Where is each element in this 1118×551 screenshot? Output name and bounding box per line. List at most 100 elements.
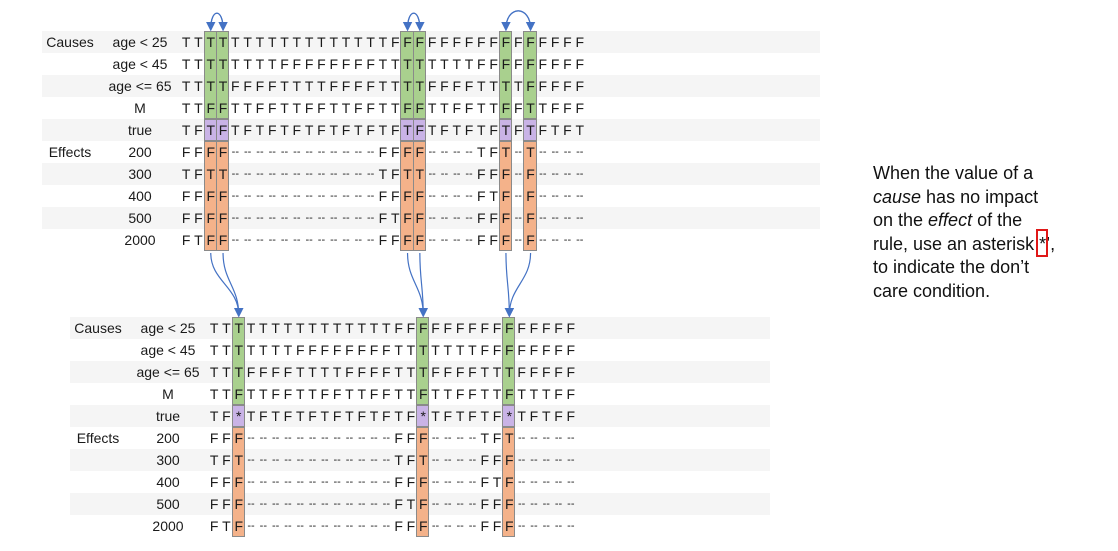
highlight-effect bbox=[416, 427, 430, 537]
table-cell: F bbox=[563, 100, 572, 116]
table-cell: -- bbox=[345, 476, 354, 488]
effect-term: effect bbox=[928, 210, 973, 230]
table-cell: F bbox=[480, 342, 490, 358]
table-cell: T bbox=[526, 100, 535, 116]
table-cell: -- bbox=[296, 454, 304, 466]
table-cell: F bbox=[222, 430, 231, 446]
table-cell: T bbox=[283, 320, 293, 336]
decision-table-original: Causes age < 25 T T T T T T T T T T T T T T T T T F F F F F F F F F… bbox=[42, 31, 820, 251]
table-cell: T bbox=[443, 386, 453, 402]
table-cell: F bbox=[366, 56, 375, 72]
table-cell: -- bbox=[567, 476, 575, 488]
table-cell: F bbox=[501, 56, 511, 72]
table-cell: T bbox=[218, 34, 228, 50]
table-cell: T bbox=[526, 144, 535, 160]
table-cell: F bbox=[505, 320, 514, 336]
row-band bbox=[42, 75, 820, 97]
table-cell: T bbox=[382, 320, 391, 336]
table-cell: F bbox=[550, 34, 560, 50]
table-cell: T bbox=[394, 364, 403, 380]
table-cell: -- bbox=[333, 454, 341, 466]
table-cell: T bbox=[505, 364, 514, 380]
table-cell: T bbox=[271, 408, 280, 424]
table-cell: F bbox=[378, 188, 388, 204]
highlight-effect bbox=[502, 427, 516, 537]
table-cell: F bbox=[283, 386, 293, 402]
table-cell: -- bbox=[456, 520, 464, 532]
table-cell: -- bbox=[517, 432, 526, 444]
row-label: 300 bbox=[128, 166, 152, 182]
merge-arrow bbox=[504, 252, 515, 318]
table-cell: -- bbox=[370, 498, 378, 510]
table-cell: -- bbox=[563, 212, 572, 224]
highlight-true bbox=[215, 119, 230, 141]
table-cell: T bbox=[354, 122, 363, 138]
table-cell: -- bbox=[256, 190, 264, 202]
table-cell: F bbox=[317, 56, 326, 72]
table-cell: -- bbox=[284, 454, 292, 466]
table-cell: T bbox=[255, 34, 265, 50]
row-label: age < 25 bbox=[140, 320, 196, 336]
table-cell: F bbox=[206, 232, 216, 248]
table-cell: -- bbox=[453, 212, 461, 224]
table-cell: T bbox=[431, 386, 440, 402]
table-cell: -- bbox=[444, 520, 452, 532]
row-label: 300 bbox=[156, 452, 180, 468]
table-cell: F bbox=[218, 144, 228, 160]
table-cell: T bbox=[218, 78, 228, 94]
table-cell: -- bbox=[530, 520, 538, 532]
table-cell: T bbox=[234, 342, 244, 358]
table-cell: F bbox=[513, 34, 523, 50]
swap-arrow-left bbox=[406, 12, 425, 32]
table-cell: -- bbox=[468, 476, 477, 488]
table-cell: -- bbox=[563, 234, 572, 246]
table-cell: -- bbox=[247, 520, 255, 532]
table-cell: F bbox=[357, 342, 367, 358]
row-label: M bbox=[134, 100, 146, 116]
table-cell: F bbox=[563, 78, 572, 94]
table-cell: T bbox=[550, 122, 560, 138]
table-cell: -- bbox=[456, 498, 464, 510]
table-cell: -- bbox=[428, 168, 436, 180]
table-cell: -- bbox=[247, 454, 255, 466]
table-cell: F bbox=[489, 56, 498, 72]
row-label: age < 25 bbox=[112, 34, 168, 50]
table-cell: -- bbox=[308, 432, 317, 444]
table-cell: F bbox=[255, 78, 265, 94]
table-cell: F bbox=[234, 430, 244, 446]
table-cell: -- bbox=[358, 476, 366, 488]
table-cell: F bbox=[267, 122, 277, 138]
table-cell: -- bbox=[444, 498, 452, 510]
table-cell: F bbox=[304, 100, 314, 116]
table-cell: -- bbox=[305, 234, 313, 246]
table-cell: F bbox=[526, 56, 535, 72]
table-cell: T bbox=[181, 166, 191, 182]
table-cell: T bbox=[492, 386, 502, 402]
table-cell: T bbox=[345, 320, 354, 336]
table-cell: -- bbox=[358, 432, 366, 444]
table-cell: -- bbox=[231, 212, 239, 224]
table-cell: -- bbox=[284, 498, 292, 510]
table-cell: T bbox=[378, 56, 388, 72]
table-cell: -- bbox=[514, 168, 522, 180]
table-cell: F bbox=[452, 78, 462, 94]
table-cell: T bbox=[480, 364, 490, 380]
row-label: age <= 65 bbox=[136, 364, 200, 380]
table-cell: F bbox=[517, 320, 526, 336]
highlight-cause bbox=[416, 317, 430, 405]
table-cell: T bbox=[529, 386, 539, 402]
table-cell: T bbox=[280, 78, 289, 94]
table-cell: F bbox=[492, 452, 502, 468]
row-band bbox=[42, 163, 820, 185]
table-cell: F bbox=[357, 364, 367, 380]
table-cell: F bbox=[526, 34, 535, 50]
table-cell: F bbox=[455, 320, 465, 336]
table-cell: T bbox=[320, 364, 330, 380]
table-cell: F bbox=[492, 518, 502, 534]
table-cell: -- bbox=[354, 190, 362, 202]
table-cell: F bbox=[234, 518, 244, 534]
table-cell: F bbox=[505, 452, 514, 468]
row-band bbox=[42, 207, 820, 229]
table-cell: T bbox=[477, 144, 486, 160]
table-cell: F bbox=[209, 518, 219, 534]
